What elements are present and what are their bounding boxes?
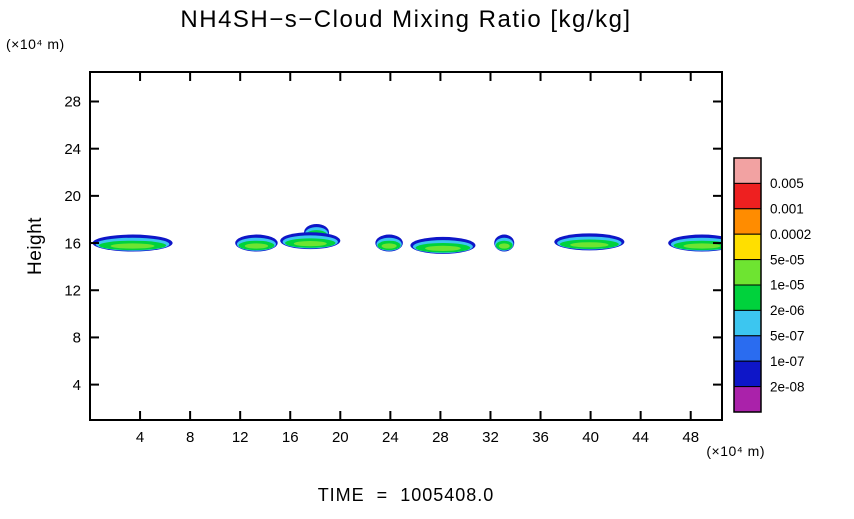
cloud-bands bbox=[92, 223, 722, 254]
colorbar-border bbox=[733, 157, 762, 413]
cloud-band-layer bbox=[381, 243, 397, 249]
colorbar-label: 0.005 bbox=[770, 176, 804, 191]
y-tick-label: 16 bbox=[64, 235, 81, 252]
colorbar-cell bbox=[733, 309, 762, 337]
colorbar-label: 5e-05 bbox=[770, 252, 805, 267]
colorbar-label: 5e-07 bbox=[770, 329, 805, 344]
colorbar-label: 2e-08 bbox=[770, 379, 805, 394]
x-tick-label: 48 bbox=[682, 429, 699, 446]
time-label: TIME = 1005408.0 bbox=[317, 485, 495, 505]
x-tick-label: 44 bbox=[632, 429, 649, 446]
colorbar-cell bbox=[733, 386, 762, 413]
axis-box bbox=[89, 71, 723, 421]
chart-title: NH4SH−s−Cloud Mixing Ratio [kg/kg] bbox=[180, 6, 632, 33]
colorbar-label: 0.001 bbox=[770, 202, 804, 217]
x-tick-label: 36 bbox=[532, 429, 549, 446]
colorbar-cell bbox=[733, 233, 762, 261]
cloud-band-layer bbox=[683, 243, 721, 249]
x-axis-unit-label: (×10⁴ m) bbox=[706, 443, 765, 459]
colorbar-cell bbox=[733, 360, 762, 388]
x-tick-label: 4 bbox=[136, 429, 144, 446]
y-tick-label: 20 bbox=[64, 188, 81, 205]
x-tick-label: 32 bbox=[482, 429, 499, 446]
colorbar-cell bbox=[733, 335, 762, 362]
colorbar-label: 1e-05 bbox=[770, 278, 805, 293]
cloud-band-layer bbox=[293, 241, 327, 247]
x-tick-label: 8 bbox=[186, 429, 194, 446]
cloud-band-layer bbox=[110, 243, 155, 249]
x-tick-label: 24 bbox=[382, 429, 399, 446]
cloud-band-layer bbox=[244, 243, 269, 249]
cloud-band-layer bbox=[425, 245, 461, 251]
colorbar-cell bbox=[733, 157, 762, 184]
colorbar-label: 0.0002 bbox=[770, 227, 811, 242]
x-tick-label: 16 bbox=[282, 429, 299, 446]
y-tick-label: 28 bbox=[64, 94, 81, 111]
y-tick-label: 8 bbox=[73, 330, 81, 347]
colorbar-cell bbox=[733, 182, 762, 210]
x-tick-label: 28 bbox=[432, 429, 449, 446]
x-tick-label: 20 bbox=[332, 429, 349, 446]
cloud-band-layer bbox=[570, 242, 609, 248]
colorbar-cell bbox=[733, 259, 762, 286]
y-axis-unit-label: (×10⁴ m) bbox=[6, 36, 65, 52]
y-tick-label: 4 bbox=[73, 377, 81, 394]
y-tick-label: 12 bbox=[64, 282, 81, 299]
colorbar-cell bbox=[733, 284, 762, 311]
colorbar-label: 1e-07 bbox=[770, 354, 805, 369]
colorbar-label: 2e-06 bbox=[770, 303, 805, 318]
x-tick-label: 40 bbox=[582, 429, 599, 446]
cloud-band-layer bbox=[498, 243, 510, 249]
colorbar-cell bbox=[733, 208, 762, 235]
y-tick-label: 24 bbox=[64, 141, 81, 158]
x-tick-label: 12 bbox=[232, 429, 249, 446]
